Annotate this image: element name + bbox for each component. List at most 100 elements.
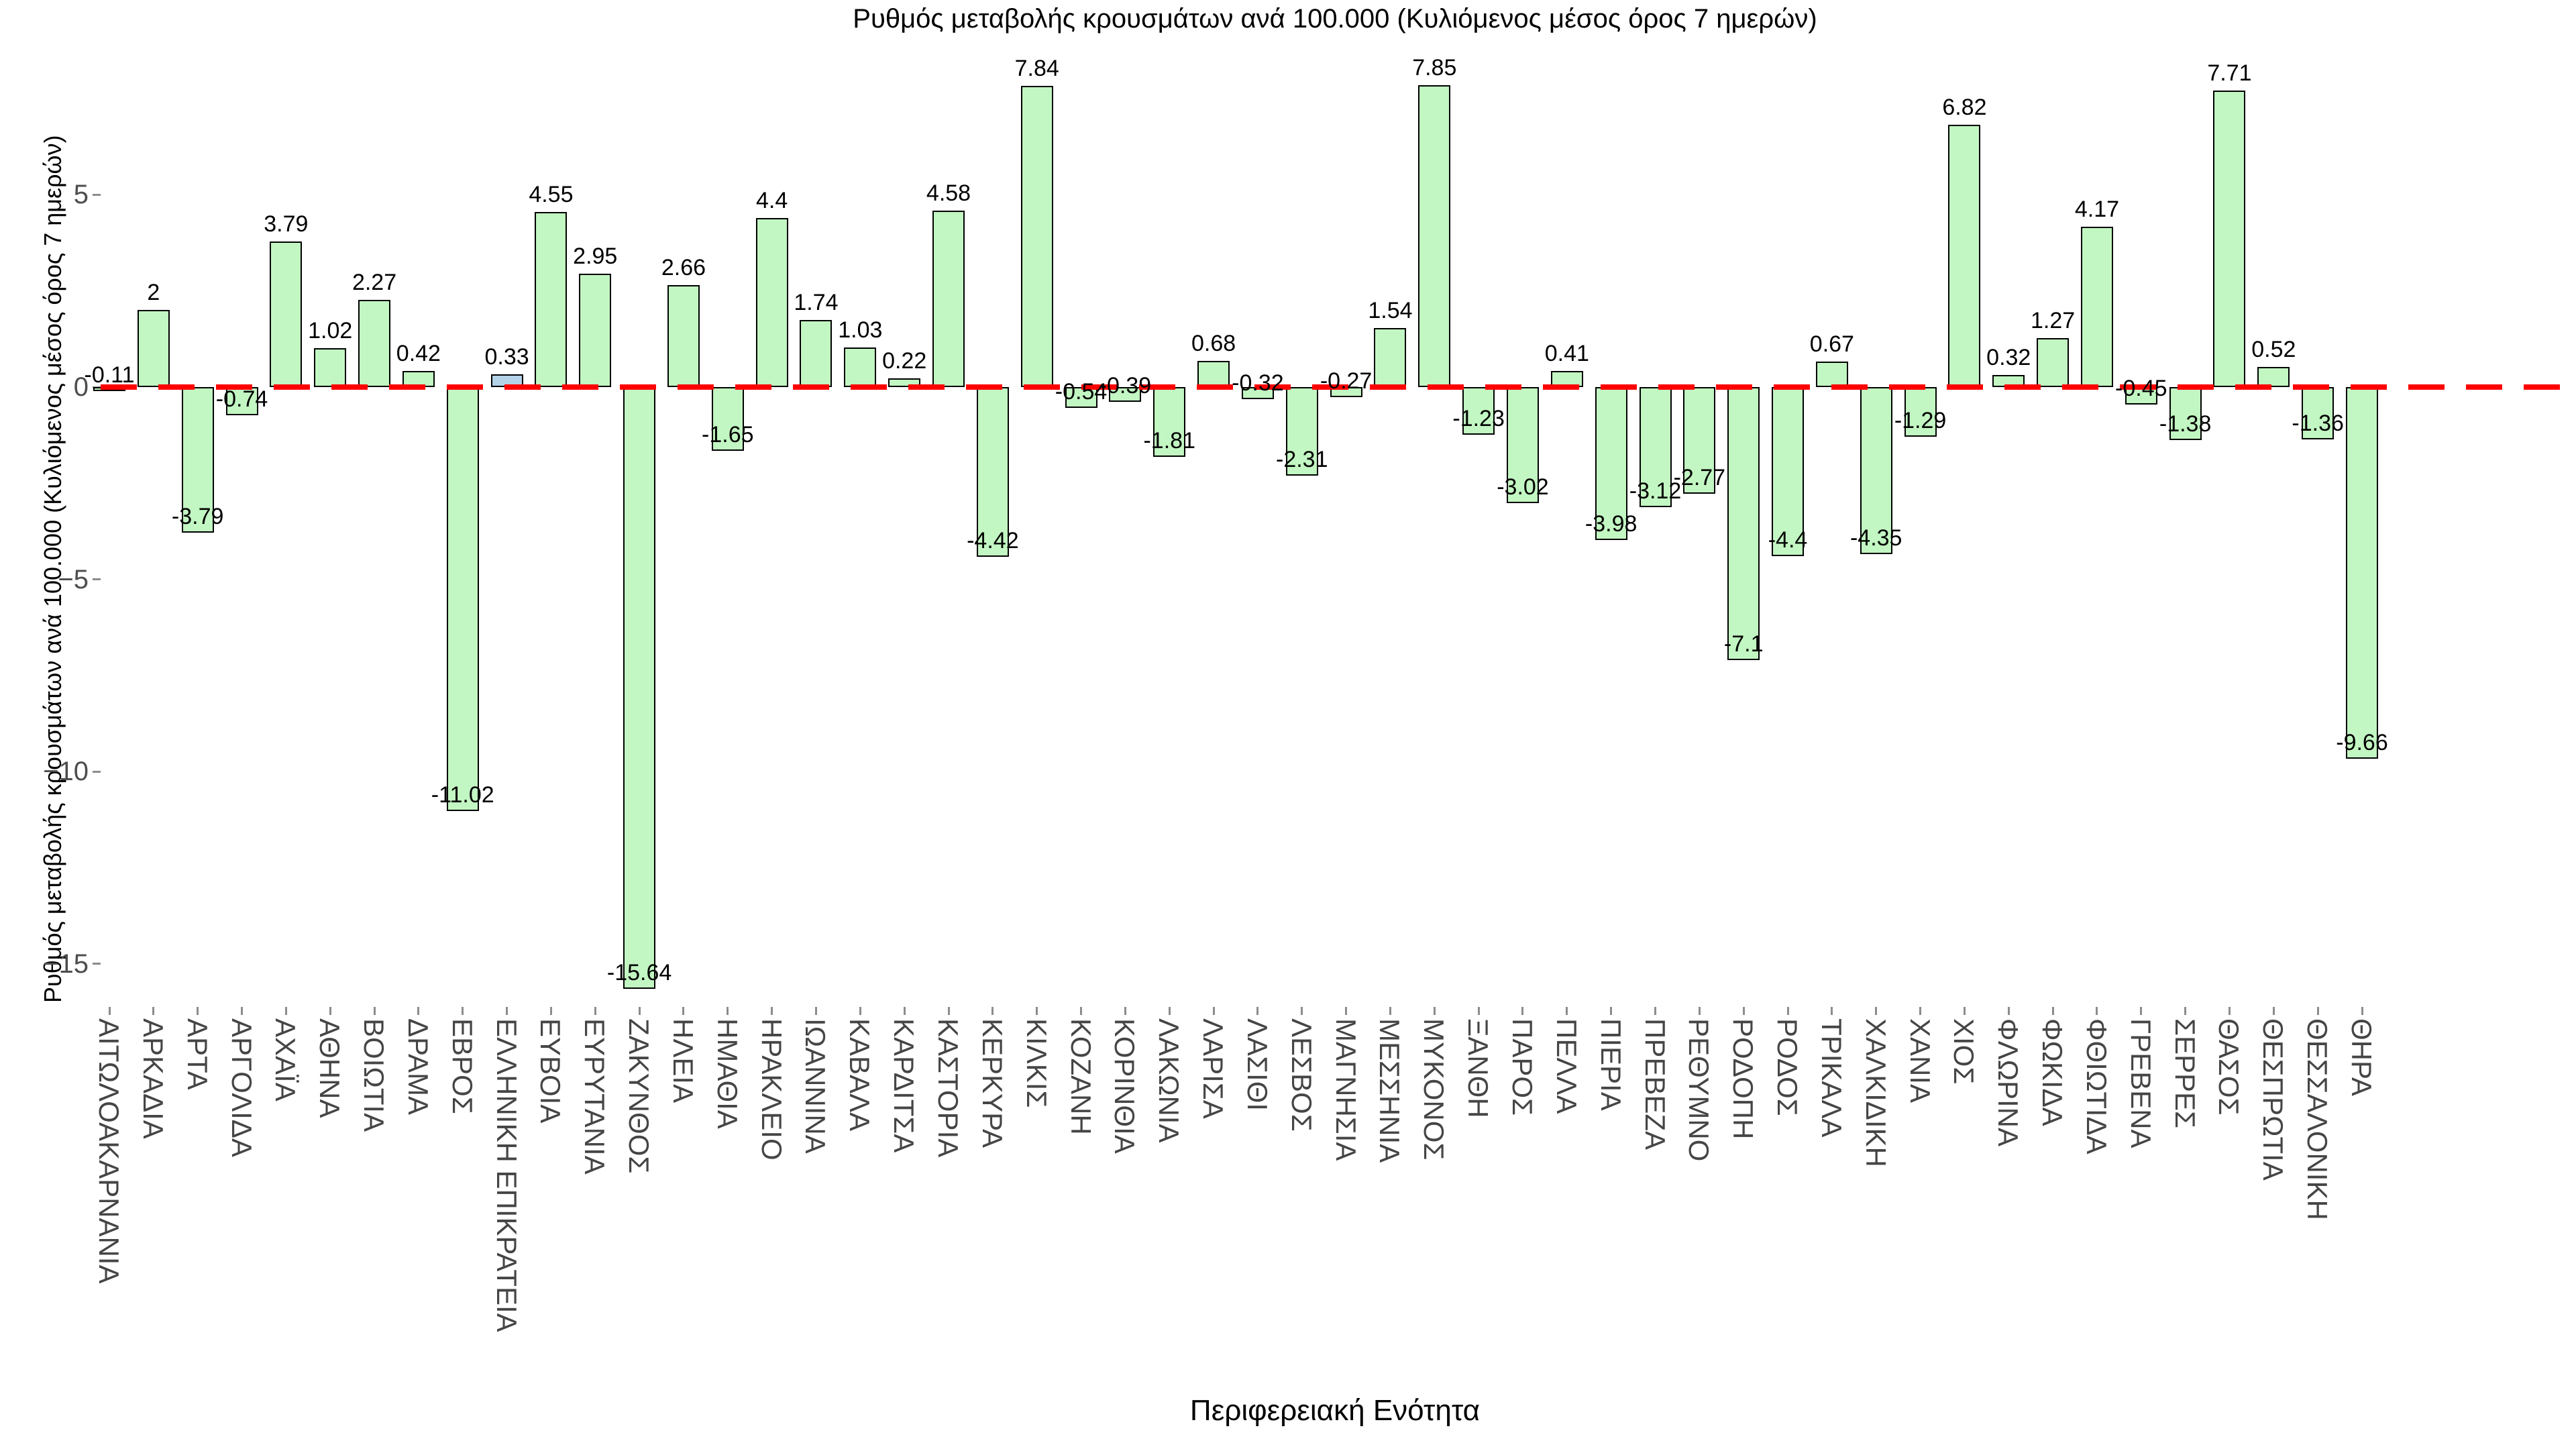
bar-value-label: -0.27	[1320, 368, 1373, 394]
x-tick-mark	[1433, 1007, 1436, 1015]
x-tick-label: ΑΧΑΪΑ	[270, 1018, 302, 1102]
bar-value-label: 1.03	[838, 317, 883, 343]
bar	[446, 387, 479, 811]
x-tick-mark	[1742, 1007, 1745, 1015]
bar-value-label: 2.66	[661, 254, 706, 280]
bar-value-label: -0.74	[215, 386, 268, 413]
bar	[932, 211, 965, 387]
x-tick-label: ΚΕΡΚΥΡΑ	[976, 1018, 1008, 1148]
x-tick-label: ΑΡΚΑΔΙΑ	[137, 1018, 169, 1139]
bar	[844, 347, 877, 387]
bar-value-label: -4.4	[1768, 527, 1808, 553]
y-tick-label: −5	[58, 564, 89, 594]
bar-value-label: 0.33	[484, 344, 529, 370]
x-tick-label: ΡΟΔΟΠΗ	[1727, 1018, 1760, 1140]
x-tick-mark	[903, 1007, 906, 1015]
x-tick-label: ΛΑΚΩΝΙΑ	[1153, 1018, 1185, 1143]
x-tick-label: ΦΩΚΙΔΑ	[2037, 1018, 2069, 1126]
bar-value-label: 0.32	[1986, 344, 2031, 370]
x-tick-mark	[1477, 1007, 1480, 1015]
x-tick-mark	[1654, 1007, 1656, 1015]
x-tick-label: ΘΕΣΣΑΛΟΝΙΚΗ	[2302, 1018, 2334, 1220]
bar	[1153, 387, 1186, 457]
x-tick-label: ΠΡΕΒΕΖΑ	[1639, 1018, 1671, 1150]
x-tick-label: ΗΜΑΘΙΑ	[711, 1018, 743, 1129]
bar-value-label: 4.4	[756, 187, 788, 213]
x-tick-label: ΑΙΤΩΛΟΑΚΑΡΝΑΝΙΑ	[93, 1018, 125, 1284]
bar-value-label: 0.41	[1544, 341, 1589, 367]
x-tick-label: ΚΟΡΙΝΘΙΑ	[1109, 1018, 1141, 1154]
bar-value-label: -3.02	[1497, 474, 1549, 500]
y-tick-mark	[93, 578, 101, 581]
x-tick-mark	[2007, 1007, 2010, 1015]
x-tick-mark	[1963, 1007, 1966, 1015]
bar-value-label: -4.42	[967, 528, 1019, 554]
x-tick-label: ΔΡΑΜΑ	[402, 1018, 434, 1115]
x-tick-label: ΛΕΣΒΟΣ	[1285, 1018, 1318, 1132]
bar-value-label: 4.58	[926, 180, 971, 207]
x-tick-mark	[241, 1007, 244, 1015]
bar-value-label: -1.29	[1894, 407, 1947, 433]
bar-value-label: 1.54	[1368, 297, 1413, 323]
bar-value-label: -9.66	[2336, 729, 2388, 755]
x-tick-label: ΘΗΡΑ	[2346, 1018, 2377, 1096]
x-tick-mark	[373, 1007, 376, 1015]
bar-value-label: -7.1	[1723, 631, 1764, 657]
bar-value-label: 6.82	[1942, 95, 1987, 120]
x-tick-label: ΜΕΣΣΗΝΙΑ	[1374, 1018, 1406, 1163]
x-tick-label: ΖΑΚΥΝΘΟΣ	[623, 1018, 655, 1174]
bar-value-label: -3.79	[171, 504, 224, 530]
y-tick-mark	[93, 193, 101, 196]
x-tick-mark	[859, 1007, 861, 1015]
bar	[1285, 387, 1318, 476]
x-tick-label: ΕΥΡΥΤΑΝΙΑ	[579, 1018, 611, 1175]
x-tick-label: ΙΩΑΝΝΙΝΑ	[800, 1018, 832, 1154]
bar	[2302, 387, 2334, 439]
x-tick-mark	[1212, 1007, 1215, 1015]
x-tick-mark	[638, 1007, 641, 1015]
x-tick-mark	[1786, 1007, 1789, 1015]
bar-value-label: 4.17	[2074, 196, 2120, 222]
bar-value-label: -1.36	[2292, 410, 2344, 436]
bar	[1683, 387, 1716, 494]
x-tick-label: ΑΡΤΑ	[181, 1018, 213, 1090]
bar-value-label: -2.77	[1673, 464, 1726, 490]
x-tick-label: ΧΙΟΣ	[1948, 1018, 1980, 1085]
x-tick-mark	[1566, 1007, 1568, 1015]
bar-value-label: -0.11	[84, 362, 135, 388]
bar-value-label: -0.32	[1232, 370, 1284, 396]
x-tick-mark	[1301, 1007, 1303, 1015]
x-tick-mark	[417, 1007, 420, 1015]
x-tick-label: ΕΥΒΟΙΑ	[535, 1018, 567, 1124]
x-tick-mark	[2096, 1007, 2098, 1015]
x-tick-mark	[771, 1007, 773, 1015]
x-tick-mark	[197, 1007, 199, 1015]
bar-value-label: 7.84	[1014, 55, 1059, 81]
x-tick-mark	[1831, 1007, 1833, 1015]
x-tick-mark	[1389, 1007, 1391, 1015]
bar	[1860, 387, 1892, 555]
x-tick-mark	[1610, 1007, 1613, 1015]
x-tick-label: ΘΑΣΟΣ	[2213, 1018, 2245, 1116]
bar-value-label: 0.52	[2251, 337, 2296, 363]
bar	[711, 387, 744, 451]
x-tick-label: ΦΛΩΡΙΝΑ	[1992, 1018, 2025, 1146]
x-tick-mark	[991, 1007, 994, 1015]
bar-value-label: -0.54	[1055, 378, 1108, 405]
bar	[535, 212, 568, 387]
x-tick-label: ΕΛΛΗΝΙΚΗ ΕΠΙΚΡΑΤΕΙΑ	[490, 1018, 523, 1332]
x-tick-label: ΓΡΕΒΕΝΑ	[2125, 1018, 2157, 1148]
bar-value-label: 0.22	[882, 348, 927, 374]
bar-value-label: -1.23	[1452, 405, 1505, 431]
bar	[1948, 125, 1981, 387]
x-tick-mark	[152, 1007, 155, 1015]
x-tick-mark	[1080, 1007, 1083, 1015]
x-tick-label: ΣΕΡΡΕΣ	[2169, 1018, 2201, 1128]
bar	[1462, 387, 1495, 435]
x-tick-label: ΘΕΣΠΡΩΤΙΑ	[2257, 1018, 2290, 1181]
x-tick-label: ΦΘΙΩΤΙΔΑ	[2080, 1018, 2112, 1155]
x-tick-label: ΚΑΒΑΛΑ	[844, 1018, 876, 1132]
x-tick-mark	[2272, 1007, 2275, 1015]
bar	[1815, 361, 1848, 387]
bar-value-label: 4.55	[529, 182, 574, 208]
